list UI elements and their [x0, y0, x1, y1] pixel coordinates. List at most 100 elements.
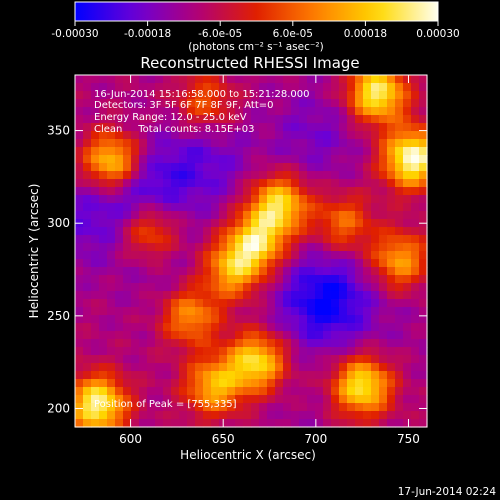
heatmap-cell	[139, 371, 148, 380]
heatmap-cell	[83, 299, 92, 308]
heatmap-cell	[315, 307, 324, 316]
heatmap-cell	[83, 203, 92, 212]
heatmap-cell	[115, 227, 124, 236]
heatmap-cell	[123, 219, 132, 228]
heatmap-cell	[267, 371, 276, 380]
heatmap-cell	[371, 379, 380, 388]
heatmap-cell	[307, 267, 316, 276]
heatmap-cell	[83, 75, 92, 84]
heatmap-cell	[355, 99, 364, 108]
heatmap-cell	[171, 267, 180, 276]
heatmap-cell	[347, 91, 356, 100]
heatmap-cell	[243, 315, 252, 324]
heatmap-cell	[339, 139, 348, 148]
heatmap-cell	[227, 331, 236, 340]
heatmap-cell	[291, 75, 300, 84]
heatmap-cell	[187, 219, 196, 228]
heatmap-cell	[187, 139, 196, 148]
heatmap-cell	[171, 139, 180, 148]
heatmap-cell	[195, 299, 204, 308]
heatmap-cell	[211, 187, 220, 196]
heatmap-cell	[179, 267, 188, 276]
heatmap-cell	[315, 163, 324, 172]
heatmap-cell	[363, 379, 372, 388]
heatmap-cell	[299, 187, 308, 196]
heatmap-cell	[83, 339, 92, 348]
heatmap-cell	[219, 171, 228, 180]
heatmap-cell	[83, 195, 92, 204]
heatmap-cell	[371, 339, 380, 348]
heatmap-cell	[387, 339, 396, 348]
heatmap-cell	[363, 195, 372, 204]
heatmap-cell	[91, 99, 100, 108]
heatmap-cell	[227, 115, 236, 124]
heatmap-cell	[379, 275, 388, 284]
x-axis-label: Heliocentric X (arcsec)	[180, 448, 316, 462]
heatmap-cell	[251, 99, 260, 108]
heatmap-cell	[75, 283, 84, 292]
heatmap-cell	[115, 267, 124, 276]
heatmap-cell	[363, 387, 372, 396]
heatmap-cell	[163, 99, 172, 108]
heatmap-cell	[291, 395, 300, 404]
heatmap-cell	[267, 347, 276, 356]
heatmap-cell	[323, 75, 332, 84]
heatmap-cell	[147, 307, 156, 316]
heatmap-cell	[315, 227, 324, 236]
heatmap-cell	[211, 235, 220, 244]
heatmap-cell	[83, 379, 92, 388]
heatmap-cell	[339, 171, 348, 180]
heatmap-cell	[227, 171, 236, 180]
heatmap-cell	[299, 267, 308, 276]
heatmap-cell	[267, 179, 276, 188]
heatmap-cell	[107, 203, 116, 212]
heatmap-cell	[139, 275, 148, 284]
heatmap-cell	[195, 307, 204, 316]
heatmap-cell	[107, 227, 116, 236]
colorbar-tick-label: -6.0e-05	[198, 28, 242, 40]
heatmap-cell	[179, 291, 188, 300]
heatmap-cell	[283, 115, 292, 124]
heatmap-cell	[339, 323, 348, 332]
heatmap-cell	[275, 299, 284, 308]
heatmap-cell	[291, 227, 300, 236]
heatmap-cell	[187, 339, 196, 348]
heatmap-cell	[203, 363, 212, 372]
heatmap-cell	[91, 179, 100, 188]
heatmap-cell	[411, 115, 420, 124]
heatmap-cell	[243, 219, 252, 228]
heatmap-cell	[83, 83, 92, 92]
heatmap-cell	[187, 307, 196, 316]
heatmap-cell	[243, 91, 252, 100]
heatmap-cell	[419, 243, 428, 252]
heatmap-cell	[403, 419, 412, 428]
heatmap-cell	[371, 107, 380, 116]
heatmap-cell	[395, 187, 404, 196]
heatmap-cell	[395, 211, 404, 220]
heatmap-cell	[371, 99, 380, 108]
heatmap-cell	[83, 371, 92, 380]
heatmap-cell	[355, 83, 364, 92]
heatmap-cell	[123, 179, 132, 188]
heatmap-cell	[187, 83, 196, 92]
heatmap-cell	[115, 91, 124, 100]
heatmap-cell	[147, 99, 156, 108]
heatmap-cell	[83, 243, 92, 252]
heatmap-cell	[147, 251, 156, 260]
y-tick-label: 350	[47, 124, 70, 138]
heatmap-cell	[171, 323, 180, 332]
heatmap-cell	[235, 299, 244, 308]
heatmap-cell	[203, 339, 212, 348]
heatmap-cell	[147, 155, 156, 164]
heatmap-cell	[123, 195, 132, 204]
heatmap-cell	[179, 179, 188, 188]
heatmap-cell	[267, 155, 276, 164]
heatmap-cell	[355, 75, 364, 84]
heatmap-cell	[307, 139, 316, 148]
heatmap-cell	[243, 283, 252, 292]
heatmap-cell	[395, 419, 404, 428]
heatmap-cell	[331, 267, 340, 276]
heatmap-cell	[315, 99, 324, 108]
heatmap-cell	[243, 131, 252, 140]
